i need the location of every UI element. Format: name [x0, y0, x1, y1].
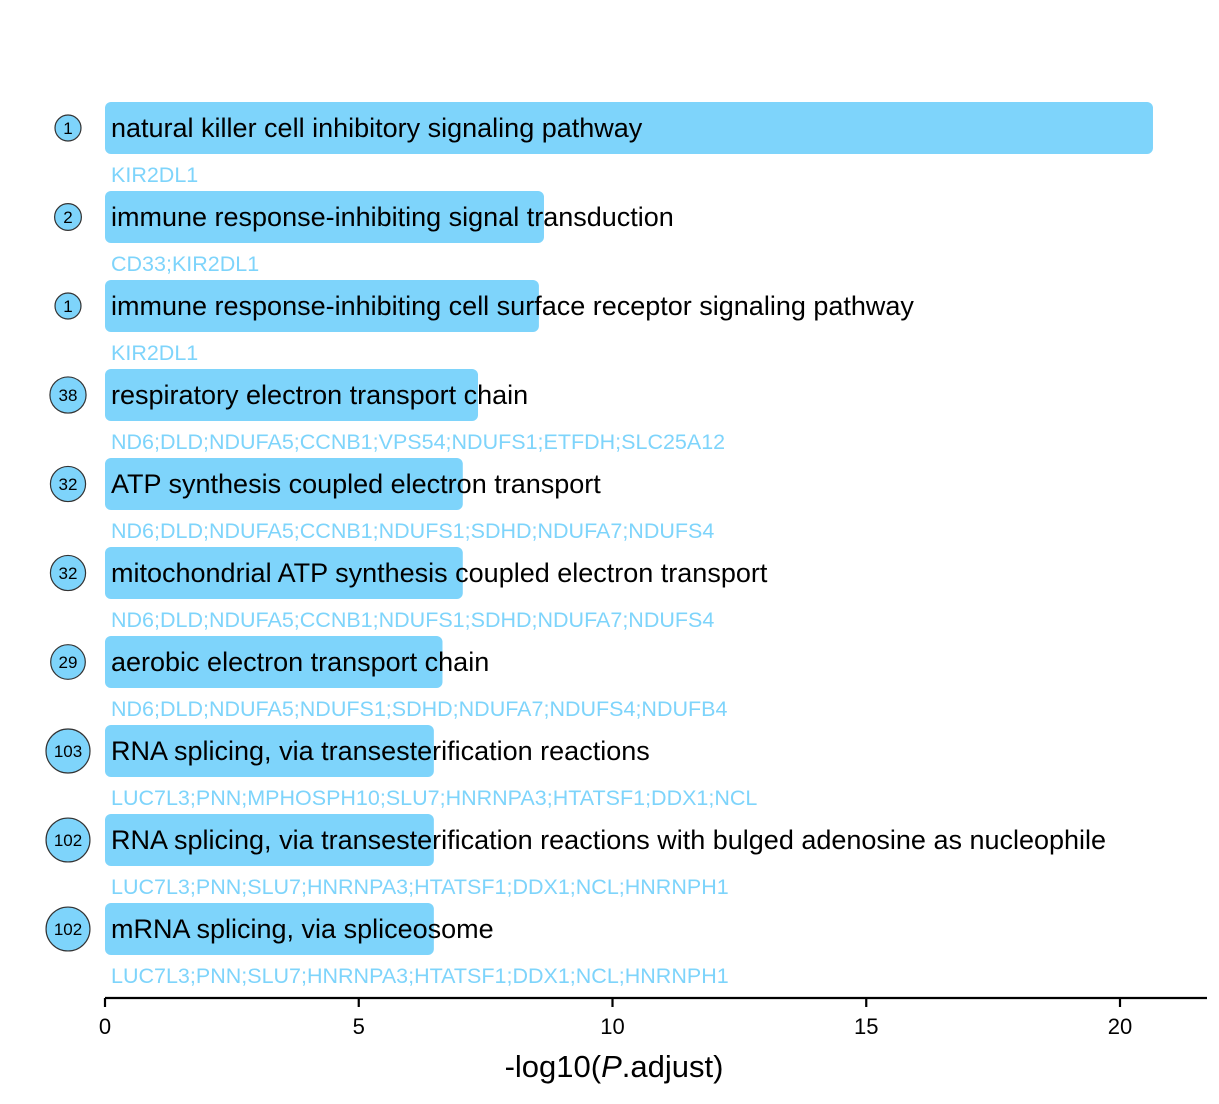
term-label-7: aerobic electron transport chain	[111, 647, 489, 677]
count-bubble-8	[45, 728, 91, 774]
count-label-8: 103	[54, 742, 82, 761]
x-tick-label-15: 15	[854, 1014, 878, 1039]
count-bubble-10	[45, 906, 91, 952]
term-label-5: ATP synthesis coupled electron transport	[111, 469, 601, 499]
bars-layer	[105, 102, 1153, 955]
x-axis: 0 5 10 15 20 -log10(P.adjust)	[99, 996, 1207, 1084]
gene-label-7: ND6;DLD;NDUFA5;NDUFS1;SDHD;NDUFA7;NDUFS4…	[111, 697, 727, 721]
count-bubbles-layer: 1 2 1 38 32 32 29 103 102 102	[45, 114, 91, 952]
term-labels-layer: natural killer cell inhibitory signaling…	[111, 113, 1106, 944]
count-label-9: 102	[54, 831, 82, 850]
count-bubble-3	[54, 292, 82, 320]
bar-8	[105, 725, 434, 777]
count-label-5: 32	[59, 475, 78, 494]
count-label-3: 1	[63, 297, 72, 316]
term-label-8: RNA splicing, via transesterification re…	[111, 736, 650, 766]
bar-1	[105, 102, 1153, 154]
count-bubble-6	[49, 554, 87, 592]
count-label-4: 38	[59, 386, 78, 405]
gene-label-8: LUC7L3;PNN;MPHOSPH10;SLU7;HNRNPA3;HTATSF…	[111, 786, 757, 810]
x-axis-title: -log10(P.adjust)	[505, 1049, 724, 1084]
x-tick-label-10: 10	[600, 1014, 624, 1039]
term-label-10: mRNA splicing, via spliceosome	[111, 914, 494, 944]
count-label-10: 102	[54, 920, 82, 939]
gene-label-1: KIR2DL1	[111, 163, 198, 187]
term-label-6: mitochondrial ATP synthesis coupled elec…	[111, 558, 768, 588]
count-bubble-5	[49, 465, 87, 503]
gene-label-2: CD33;KIR2DL1	[111, 252, 259, 276]
gene-label-10: LUC7L3;PNN;SLU7;HNRNPA3;HTATSF1;DDX1;NCL…	[111, 964, 729, 988]
count-bubble-1	[54, 114, 82, 142]
gene-label-4: ND6;DLD;NDUFA5;CCNB1;VPS54;NDUFS1;ETFDH;…	[111, 430, 725, 454]
count-label-2: 2	[63, 208, 72, 227]
count-bubble-9	[45, 817, 91, 863]
count-bubble-2	[54, 203, 82, 231]
bar-4	[105, 369, 479, 421]
count-label-7: 29	[59, 653, 78, 672]
gene-label-9: LUC7L3;PNN;SLU7;HNRNPA3;HTATSF1;DDX1;NCL…	[111, 875, 729, 899]
term-label-3: immune response-inhibiting cell surface …	[111, 291, 914, 321]
bar-10	[105, 903, 434, 955]
gene-labels-layer: KIR2DL1 CD33;KIR2DL1 KIR2DL1 ND6;DLD;NDUFA5…	[111, 163, 757, 988]
count-label-6: 32	[59, 564, 78, 583]
x-tick-label-0: 0	[99, 1014, 111, 1039]
gene-label-5: ND6;DLD;NDUFA5;CCNB1;NDUFS1;SDHD;NDUFA7;…	[111, 519, 714, 543]
bar-9	[105, 814, 434, 866]
bar-3	[105, 280, 539, 332]
x-tick-label-20: 20	[1108, 1014, 1132, 1039]
term-label-2: immune response-inhibiting signal transd…	[111, 202, 674, 232]
bar-7	[105, 636, 443, 688]
term-label-9: RNA splicing, via transesterification re…	[111, 825, 1106, 855]
bar-6	[105, 547, 463, 599]
gene-label-3: KIR2DL1	[111, 341, 198, 365]
count-label-1: 1	[63, 119, 72, 138]
term-label-1: natural killer cell inhibitory signaling…	[111, 113, 643, 143]
bar-2	[105, 191, 544, 243]
gene-label-6: ND6;DLD;NDUFA5;CCNB1;NDUFS1;SDHD;NDUFA7;…	[111, 608, 714, 632]
count-bubble-7	[50, 644, 86, 680]
x-tick-label-5: 5	[353, 1014, 365, 1039]
bar-5	[105, 458, 463, 510]
term-label-4: respiratory electron transport chain	[111, 380, 528, 410]
count-bubble-4	[49, 376, 87, 414]
